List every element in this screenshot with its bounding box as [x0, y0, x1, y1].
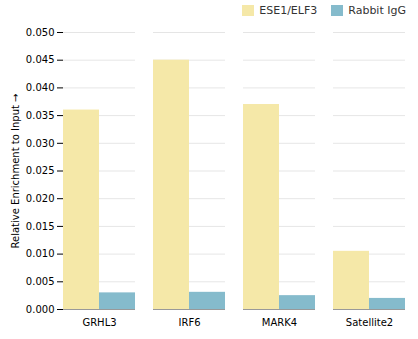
svg-text:0.015: 0.015 — [26, 221, 55, 232]
svg-text:0.035: 0.035 — [26, 110, 55, 121]
html-text:Rabbit IgG: Rabbit IgG — [348, 3, 406, 17]
svg-text:0.050: 0.050 — [26, 27, 55, 38]
svg-text:Relative Enrichment to Input →: Relative Enrichment to Input → — [10, 94, 21, 249]
svg-text:0.005: 0.005 — [26, 276, 55, 287]
svg-text:0.010: 0.010 — [26, 248, 55, 259]
html-text:ESE1/ELF3: ESE1/ELF3 — [259, 3, 318, 17]
svg-text:GRHL3: GRHL3 — [82, 317, 116, 328]
svg-text:0.045: 0.045 — [26, 54, 55, 65]
svg-text:0.025: 0.025 — [26, 165, 55, 176]
svg-text:0.040: 0.040 — [26, 82, 55, 93]
svg-text:0.000: 0.000 — [26, 304, 55, 315]
svg-text:Satellite2: Satellite2 — [346, 317, 393, 328]
svg-text:0.030: 0.030 — [26, 138, 55, 149]
svg-text:0.020: 0.020 — [26, 193, 55, 204]
svg-text:MARK4: MARK4 — [262, 317, 297, 328]
svg-text:IRF6: IRF6 — [178, 317, 200, 328]
